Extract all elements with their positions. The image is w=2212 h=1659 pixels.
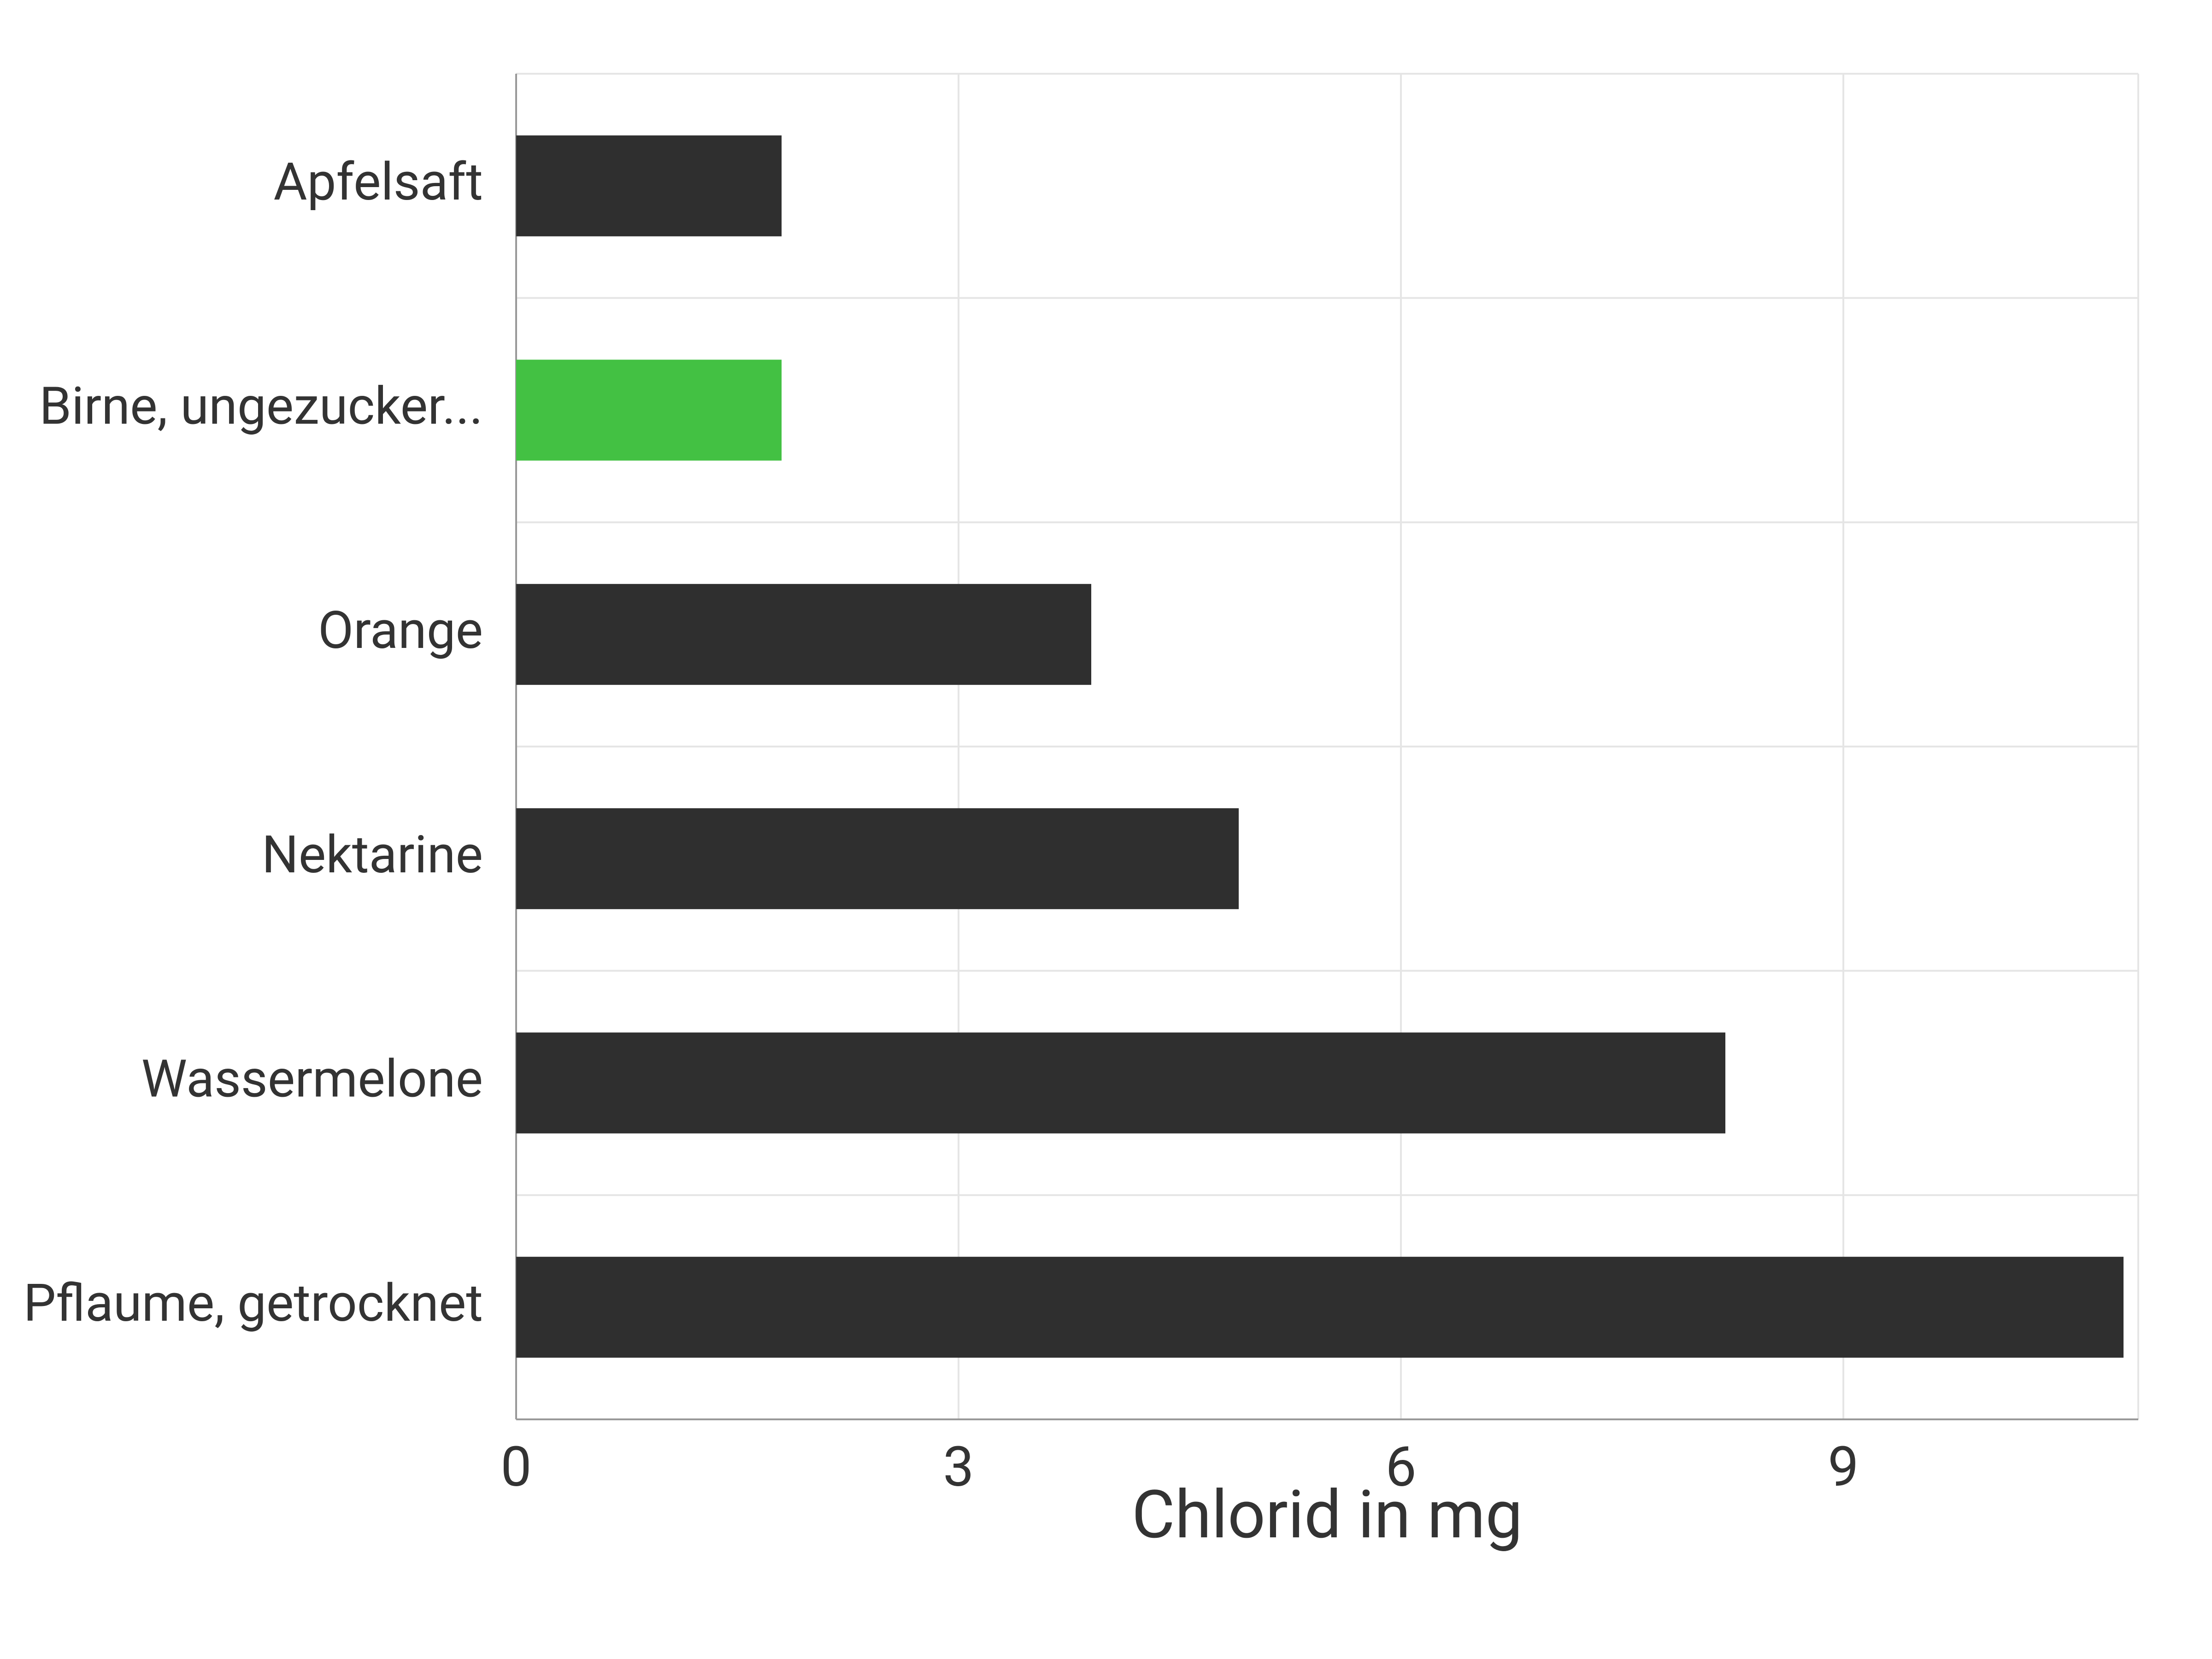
- y-axis-label: Birne, ungezucker...: [39, 377, 483, 437]
- y-axis-label: Apfelsaft: [273, 152, 483, 212]
- bar-chart: Apfelsaft Birne, ungezucker... Orange Nekta…: [0, 0, 2212, 1659]
- y-axis-label: Pflaume, getrocknet: [24, 1273, 483, 1334]
- bar: [516, 1033, 1725, 1134]
- y-axis-label: Wassermelone: [141, 1049, 483, 1110]
- bar: [516, 360, 782, 461]
- y-axis-label: Orange: [318, 600, 483, 661]
- bar: [516, 808, 1239, 909]
- bar: [516, 1257, 2124, 1358]
- y-axis-label: Nektarine: [262, 825, 483, 885]
- bar: [516, 135, 782, 236]
- x-tick-label: 3: [943, 1435, 974, 1500]
- x-tick-label: 0: [500, 1435, 531, 1500]
- chart-svg: Apfelsaft Birne, ungezucker... Orange Nekta…: [0, 0, 2212, 1659]
- x-tick-label: 9: [1828, 1435, 1859, 1500]
- bar: [516, 584, 1091, 685]
- x-axis-title: Chlorid in mg: [1132, 1476, 1523, 1554]
